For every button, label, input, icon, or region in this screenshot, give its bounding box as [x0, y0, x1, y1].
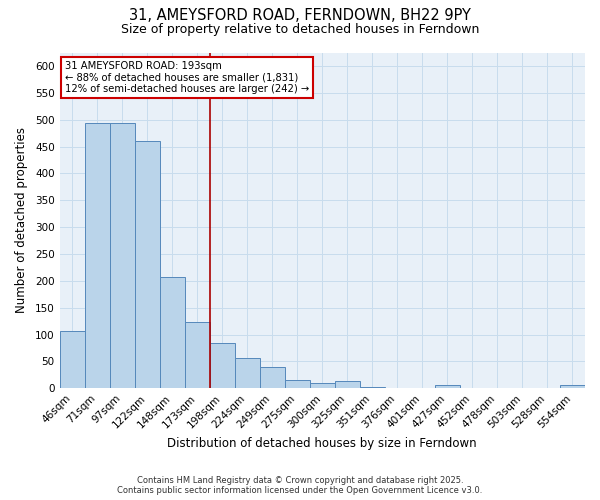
X-axis label: Distribution of detached houses by size in Ferndown: Distribution of detached houses by size … — [167, 437, 477, 450]
Bar — [435, 384, 460, 388]
Text: 31 AMEYSFORD ROAD: 193sqm
← 88% of detached houses are smaller (1,831)
12% of se: 31 AMEYSFORD ROAD: 193sqm ← 88% of detac… — [65, 61, 309, 94]
Bar — [134, 141, 160, 388]
Text: 31, AMEYSFORD ROAD, FERNDOWN, BH22 9PY: 31, AMEYSFORD ROAD, FERNDOWN, BH22 9PY — [129, 8, 471, 22]
Bar — [110, 124, 134, 388]
Bar — [285, 380, 310, 388]
Bar — [209, 342, 235, 388]
Bar — [160, 277, 185, 388]
Bar — [85, 124, 110, 388]
Bar — [185, 322, 209, 388]
Bar — [235, 358, 260, 388]
Bar — [260, 368, 285, 388]
Text: Size of property relative to detached houses in Ferndown: Size of property relative to detached ho… — [121, 22, 479, 36]
Text: Contains HM Land Registry data © Crown copyright and database right 2025.
Contai: Contains HM Land Registry data © Crown c… — [118, 476, 482, 495]
Bar — [560, 385, 585, 388]
Bar — [310, 383, 335, 388]
Bar — [335, 382, 360, 388]
Bar — [59, 332, 85, 388]
Y-axis label: Number of detached properties: Number of detached properties — [15, 128, 28, 314]
